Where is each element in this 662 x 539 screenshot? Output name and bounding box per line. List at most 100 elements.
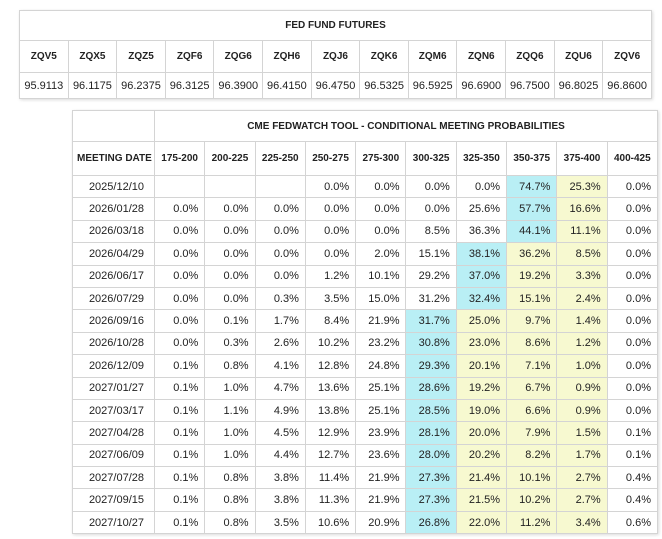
probability: 0.1% [606, 421, 659, 445]
meeting-date: 2026/04/29 [72, 242, 155, 266]
probability: 3.5% [254, 510, 306, 535]
probability: 0.0% [606, 309, 659, 333]
probability: 0.3% [204, 331, 256, 356]
column-header: ZQU6 [553, 40, 604, 73]
probability: 4.4% [254, 443, 306, 468]
meeting-row: 2026/06/17 0.0% 0.0% 0.0% 1.2% 10.1% 29.2% 37.0… [72, 264, 659, 288]
meeting-date: 2026/06/17 [72, 264, 155, 288]
meeting-row: 2026/07/29 0.0% 0.0% 0.3% 3.5% 15.0% 31.2% 32.4… [72, 286, 659, 311]
probability: 3.8% [254, 488, 306, 512]
probability: 0.0% [606, 219, 659, 244]
column-header: ZQH6 [262, 40, 312, 73]
future-price: 96.6900 [456, 72, 507, 99]
probability: 25.0% [455, 309, 508, 333]
meeting-date: 2027/10/27 [72, 510, 155, 535]
probability: 27.3% [405, 466, 457, 490]
probability: 0.0% [355, 219, 407, 244]
probability: 10.2% [304, 331, 357, 356]
empty-cell [204, 174, 256, 199]
column-header: ZQV5 [19, 40, 69, 73]
column-header: 300-325 [405, 141, 457, 176]
probability: 1.4% [556, 309, 608, 333]
column-header: 275-300 [355, 141, 407, 176]
probability: 0.8% [204, 488, 256, 512]
probability: 0.1% [153, 376, 206, 400]
meeting-date: 2027/09/15 [72, 488, 155, 512]
column-header: ZQK6 [359, 40, 409, 73]
probability: 1.2% [556, 331, 608, 356]
probability: 0.0% [204, 197, 256, 221]
probability: 0.0% [153, 286, 206, 311]
probability: 20.0% [455, 421, 508, 445]
probability: 8.5% [405, 219, 457, 244]
meeting-date: 2027/07/28 [72, 466, 155, 490]
column-header: ZQV6 [602, 40, 652, 73]
probability: 10.1% [506, 466, 558, 490]
probability: 4.9% [254, 398, 306, 423]
probability: 7.1% [506, 354, 558, 378]
probability: 0.4% [606, 488, 659, 512]
probability: 31.2% [405, 286, 457, 311]
probability: 0.9% [556, 398, 608, 423]
probability: 0.0% [606, 398, 659, 423]
probability: 1.5% [556, 421, 608, 445]
probability: 0.0% [606, 264, 659, 288]
probability: 31.7% [405, 309, 457, 333]
probability: 0.8% [204, 354, 256, 378]
probability: 24.8% [355, 354, 407, 378]
probability: 1.0% [204, 443, 256, 468]
probability: 10.2% [506, 488, 558, 512]
probability: 0.8% [204, 466, 256, 490]
futures-table: FED FUND FUTURES ZQV5 ZQX5 ZQZ5 ZQF6 ZQG6 ZQH… [19, 10, 652, 99]
probability: 0.1% [153, 398, 206, 423]
probability: 15.0% [355, 286, 407, 311]
probability: 13.8% [304, 398, 357, 423]
probability: 21.4% [455, 466, 508, 490]
future-price: 96.7500 [505, 72, 555, 99]
probability: 2.0% [355, 242, 407, 266]
probability: 0.0% [405, 197, 457, 221]
probability: 0.0% [606, 286, 659, 311]
probability: 2.6% [254, 331, 306, 356]
meeting-date: 2027/04/28 [72, 421, 155, 445]
probability: 0.0% [153, 242, 206, 266]
probability: 4.1% [254, 354, 306, 378]
future-price: 96.1175 [67, 72, 118, 99]
probability: 0.0% [606, 197, 659, 221]
probability: 16.6% [556, 197, 608, 221]
probability: 0.4% [606, 466, 659, 490]
probability: 25.1% [355, 398, 407, 423]
column-header: ZQZ5 [116, 40, 166, 73]
probability: 28.1% [405, 421, 457, 445]
future-price: 96.3900 [213, 72, 264, 99]
meeting-date: 2027/06/09 [72, 443, 155, 468]
probability: 0.3% [254, 286, 306, 311]
meeting-date: 2026/09/16 [72, 309, 155, 333]
probability: 0.0% [304, 242, 357, 266]
probability: 0.0% [153, 309, 206, 333]
future-price: 96.8025 [553, 72, 604, 99]
probability: 36.3% [455, 219, 508, 244]
meeting-date: 2027/03/17 [72, 398, 155, 423]
future-price: 96.8600 [602, 72, 652, 99]
probability: 7.9% [506, 421, 558, 445]
probability: 3.4% [556, 510, 608, 535]
meeting-row: 2027/01/27 0.1% 1.0% 4.7% 13.6% 25.1% 28.6% 19.… [72, 376, 659, 400]
probability: 0.1% [153, 488, 206, 512]
empty-cell [153, 174, 206, 199]
probability: 1.0% [556, 354, 608, 378]
column-header: ZQQ6 [505, 40, 555, 73]
probability: 0.0% [204, 219, 256, 244]
probability: 10.1% [355, 264, 407, 288]
probability: 0.0% [153, 264, 206, 288]
probability: 0.0% [304, 197, 357, 221]
probability: 6.6% [506, 398, 558, 423]
probability: 3.3% [556, 264, 608, 288]
probability: 4.5% [254, 421, 306, 445]
column-header: 375-400 [556, 141, 608, 176]
probability: 74.7% [506, 174, 558, 199]
column-header: ZQJ6 [310, 40, 361, 73]
meeting-row: 2027/06/09 0.1% 1.0% 4.4% 12.7% 23.6% 28.0% 20.… [72, 443, 659, 468]
probability: 19.2% [455, 376, 508, 400]
